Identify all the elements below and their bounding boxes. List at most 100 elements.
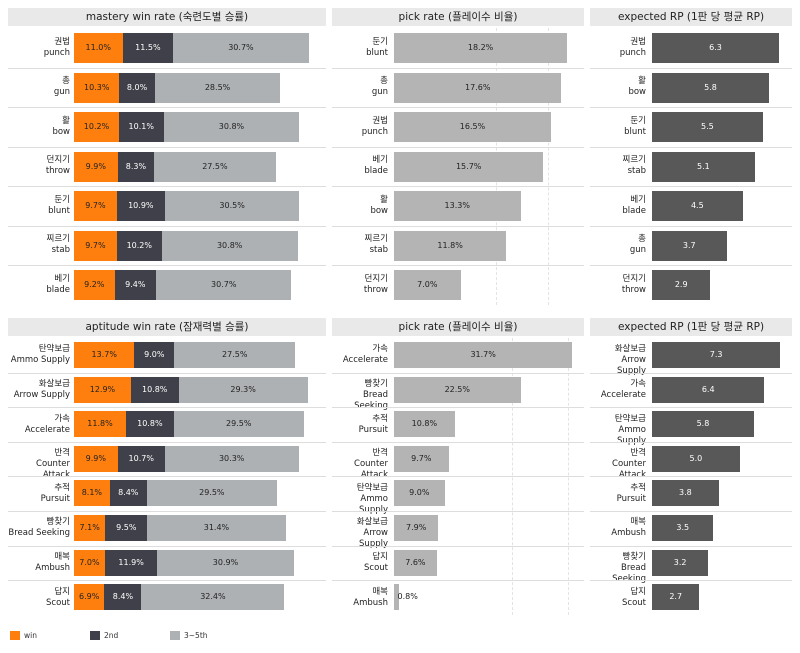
category-label: 매복 Ambush — [332, 587, 388, 609]
category-label-en: Scout — [364, 562, 388, 573]
category-label: 권법 punch — [332, 116, 388, 138]
data-label: 16.5% — [459, 122, 486, 131]
category-label-en: Accelerate — [600, 389, 646, 400]
category-label-en: Scout — [46, 597, 70, 608]
row-separator — [8, 372, 326, 374]
row-separator — [8, 107, 326, 108]
bar-segment-win: 7.1% — [74, 515, 106, 541]
aptitude-expected-rp-panel: expected RP (1판 당 평균 RP) 화살보급 Arrow Suppl… — [590, 318, 792, 616]
bar-segment-second: 9.5% — [105, 515, 148, 541]
data-label: 18.2% — [467, 43, 494, 52]
category-label-ko: 빵찾기 — [46, 517, 70, 528]
category-label-ko: 가속 — [372, 344, 388, 355]
category-label-en: blade — [622, 205, 646, 216]
data-label: 11.8% — [87, 419, 113, 429]
category-label-ko: 둔기 — [630, 115, 646, 126]
category-label-en: Ambush — [35, 562, 70, 573]
data-label: 9.0% — [144, 350, 165, 359]
row-separator — [332, 107, 584, 108]
row-separator — [590, 107, 792, 108]
bar-segment-second: 8.3% — [117, 151, 155, 182]
category-label-ko: 권법 — [54, 36, 70, 47]
category-label-ko: 권법 — [372, 115, 388, 126]
category-label-ko: 활 — [380, 194, 388, 205]
category-label-ko: 매복 — [630, 517, 646, 528]
category-label: 매복 Ambush — [8, 552, 70, 574]
category-label: 둔기 blunt — [590, 116, 646, 138]
data-label: 13.3% — [444, 201, 470, 210]
category-label-ko: 찌르기 — [46, 234, 70, 245]
category-label-en: Pursuit — [40, 493, 70, 504]
data-label: 8.3% — [125, 161, 147, 171]
category-label-en: Pursuit — [616, 493, 646, 504]
category-label-en: throw — [45, 166, 70, 177]
pick-bar: 22.5% — [394, 376, 521, 403]
data-label: 9.7% — [85, 201, 106, 210]
category-label-ko: 둔기 — [54, 194, 70, 205]
data-label: 10.8% — [411, 419, 438, 429]
row-separator — [8, 67, 326, 69]
category-label-ko: 던지기 — [364, 273, 388, 284]
category-label-en: blunt — [48, 205, 70, 216]
category-label-ko: 활 — [62, 115, 70, 126]
row-separator — [8, 265, 326, 266]
data-label: 11.5% — [135, 43, 161, 52]
category-label-en: blade — [364, 166, 388, 177]
category-label-ko: 화살보급 — [38, 378, 70, 389]
category-label-ko: 빵찾기 — [364, 378, 388, 389]
data-label: 9.4% — [125, 280, 146, 289]
data-label: 15.7% — [455, 161, 482, 171]
weapon-expected-rp-panel: expected RP (1판 당 평균 RP) 권법 punch 6.3 활 bow 5… — [590, 8, 792, 305]
bar-segment-win: 10.3% — [74, 72, 120, 103]
category-label: 총 gun — [590, 234, 646, 256]
row-separator — [332, 441, 584, 443]
row-separator — [8, 407, 326, 409]
row-separator — [590, 186, 792, 187]
category-label-en: bow — [370, 205, 388, 216]
pick-bar — [394, 584, 399, 611]
category-label-en: throw — [363, 284, 388, 295]
category-label-ko: 던지기 — [622, 273, 646, 284]
rp-bar: 7.3 — [652, 342, 781, 368]
category-label: 추적 Pursuit — [332, 414, 388, 436]
pick-bar: 17.6% — [394, 72, 562, 103]
bar-segment-win: 9.9% — [74, 445, 118, 472]
bar-segment-third: 27.5% — [174, 342, 296, 368]
aptitude-pick-rate-plot: 가속 Accelerate 31.7% 빵찾기 Bread Seeking 22.5% 추적… — [332, 318, 584, 616]
data-label: 27.5% — [202, 161, 228, 171]
legend-second-label: 2nd — [104, 631, 119, 640]
category-label-en: throw — [621, 284, 646, 295]
category-label-ko: 반격 — [630, 448, 646, 459]
data-label: 10.1% — [128, 122, 154, 131]
bar-segment-win: 12.9% — [74, 376, 131, 403]
pick-bar: 9.7% — [394, 445, 449, 472]
category-label: 화살보급 Arrow Supply — [332, 517, 388, 550]
bar-segment-second: 8.0% — [119, 72, 155, 103]
data-label: 11.0% — [85, 43, 111, 52]
row-separator — [8, 441, 326, 443]
pick-bar: 16.5% — [394, 112, 551, 142]
category-label: 화살보급 Arrow Supply — [590, 344, 646, 377]
category-label-en: punch — [43, 47, 70, 58]
data-label: 6.3 — [709, 43, 722, 52]
data-label: 0.8% — [397, 592, 418, 602]
pick-bar: 7.9% — [394, 515, 439, 541]
weapon-pick-rate-plot: 둔기 blunt 18.2% 총 gun 17.6% 권법 punch 16.5% 베기 blade… — [332, 8, 584, 305]
category-label: 찌르기 stab — [332, 234, 388, 256]
data-label: 17.6% — [465, 82, 491, 92]
category-label-en: Counter Attack — [36, 459, 70, 481]
category-label: 반격 Counter Attack — [590, 448, 646, 481]
data-label: 2.9 — [674, 280, 688, 289]
category-label: 매복 Ambush — [590, 517, 646, 539]
category-label: 찌르기 stab — [8, 234, 70, 256]
category-label-en: Pursuit — [358, 424, 388, 435]
rp-bar: 2.9 — [652, 270, 711, 300]
category-label-en: blade — [46, 284, 70, 295]
bar-segment-win: 9.9% — [74, 151, 118, 182]
data-label: 7.0% — [417, 280, 438, 289]
category-label-ko: 답지 — [54, 586, 70, 597]
category-label: 권법 punch — [8, 37, 70, 59]
category-label: 답지 Scout — [590, 587, 646, 609]
data-label: 30.8% — [216, 240, 243, 250]
legend-win-swatch — [10, 631, 20, 640]
